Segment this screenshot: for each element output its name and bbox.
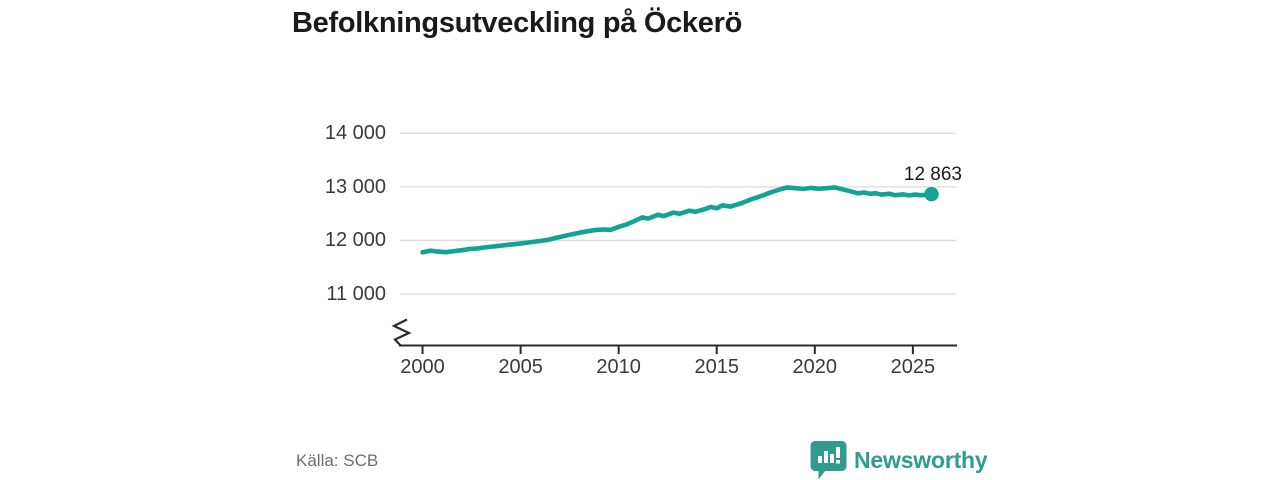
x-tick-label: 2005: [498, 356, 543, 378]
y-tick-label: 14 000: [324, 122, 386, 145]
x-tick-label: 2000: [400, 356, 445, 378]
y-tick-label: 12 000: [324, 229, 386, 252]
x-tick-label: 2020: [792, 356, 838, 378]
y-tick-label: 13 000: [324, 175, 386, 198]
y-tick-label: 11 000: [326, 283, 386, 305]
newsworthy-bubble-chart-icon: [810, 441, 847, 480]
newsworthy-logo: Newsworthy: [810, 440, 988, 480]
axis-break-icon: [391, 318, 412, 347]
x-tick-label: 2010: [596, 356, 641, 378]
x-tick-label: 2025: [890, 356, 936, 378]
x-tick-label: 2015: [694, 356, 739, 378]
population-line: [420, 185, 934, 255]
end-point-dot: [924, 187, 939, 202]
page-title: Befolkningsutveckling på Öckerö: [292, 7, 742, 39]
newsworthy-wordmark: Newsworthy: [854, 446, 988, 473]
last-value-label: 12 863: [903, 164, 962, 185]
source-note: Källa: SCB: [296, 451, 379, 470]
